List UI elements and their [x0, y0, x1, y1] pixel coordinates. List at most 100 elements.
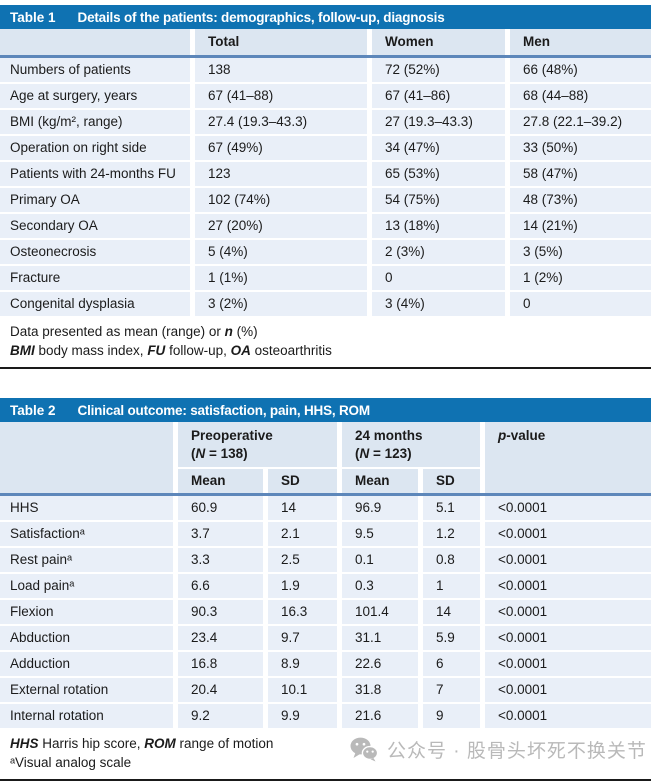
table-cell: 0	[367, 266, 505, 292]
table-row-label: Operation on right side	[0, 136, 190, 162]
table-cell: 16.3	[263, 600, 337, 626]
table-cell: 21.6	[337, 704, 418, 730]
text-segment: osteoarthritis	[250, 343, 332, 358]
text-segment: OA	[230, 343, 251, 358]
table2-header-24months-line2: (N = 123)	[355, 445, 480, 463]
table-row-label: Flexion	[0, 600, 173, 626]
table-row-label: Primary OA	[0, 188, 190, 214]
table2-header-24months: 24 months (N = 123)	[337, 422, 480, 467]
table-cell: 65 (53%)	[367, 162, 505, 188]
table-cell: 9.5	[337, 522, 418, 548]
text-segment: follow-up,	[165, 343, 231, 358]
table2-header-preoperative: Preoperative (N = 138)	[173, 422, 337, 467]
table-cell: 5.9	[418, 626, 480, 652]
table2-subheader-sd1: SD	[263, 467, 337, 493]
table2-footnotes: HHS Harris hip score, ROM range of motio…	[0, 730, 651, 781]
table-cell: 31.8	[337, 678, 418, 704]
table1-footnotes: Data presented as mean (range) or n (%) …	[0, 318, 651, 369]
table-cell: 2.1	[263, 522, 337, 548]
table-row-label: Osteonecrosis	[0, 240, 190, 266]
table-cell: 9	[418, 704, 480, 730]
table1-column-header-row: Total Women Men	[0, 29, 651, 55]
table-cell: 2 (3%)	[367, 240, 505, 266]
table-cell: 23.4	[173, 626, 263, 652]
table-cell: 54 (75%)	[367, 188, 505, 214]
text-segment: Harris hip score,	[38, 736, 145, 751]
table2-header-preoperative-line2: (N = 138)	[191, 445, 337, 463]
table1-title-bar: Table 1 Details of the patients: demogra…	[0, 5, 651, 29]
table-cell: 9.2	[173, 704, 263, 730]
text-segment: FU	[147, 343, 166, 358]
table-cell: 27.8 (22.1–39.2)	[505, 110, 651, 136]
table-cell: 1.9	[263, 574, 337, 600]
text-segment: N	[195, 446, 206, 461]
text-segment: ROM	[144, 736, 176, 751]
table-cell: 9.7	[263, 626, 337, 652]
table-row-label: HHS	[0, 496, 173, 522]
table-cell: 20.4	[173, 678, 263, 704]
table1-tag: Table 1	[10, 9, 56, 25]
table-cell: 3 (2%)	[190, 292, 367, 318]
watermark-text: 公众号 · 股骨头坏死不换关节	[387, 741, 647, 762]
table-cell: 0.8	[418, 548, 480, 574]
table1-body: Numbers of patients 138 72 (52%) 66 (48%) Ag…	[0, 58, 651, 318]
table-cell: 27.4 (19.3–43.3)	[190, 110, 367, 136]
table2-title: Clinical outcome: satisfaction, pain, HH…	[77, 402, 371, 418]
table1-header-women: Women	[367, 29, 505, 55]
table-cell: 60.9	[173, 496, 263, 522]
table-cell: 1 (2%)	[505, 266, 651, 292]
text-segment: (	[191, 446, 196, 461]
table-row-label: Adduction	[0, 652, 173, 678]
table-cell: 67 (49%)	[190, 136, 367, 162]
text-segment: n	[224, 324, 233, 339]
table1-header-empty	[0, 29, 190, 55]
wechat-icon	[350, 737, 378, 762]
text-segment: range of motion	[175, 736, 274, 751]
table-row-label: Numbers of patients	[0, 58, 190, 84]
table-cell: 6	[418, 652, 480, 678]
table2-body: HHS 60.9 14 96.9 5.1 <0.0001 Satisfactionᵃ 3.7 2…	[0, 496, 651, 730]
table-cell: 3.7	[173, 522, 263, 548]
table-cell: <0.0001	[480, 548, 651, 574]
text-segment: BMI	[10, 343, 35, 358]
table-cell: 1.2	[418, 522, 480, 548]
table2-header-rule	[0, 493, 651, 496]
table-cell: 22.6	[337, 652, 418, 678]
table1-header-rule	[0, 55, 651, 58]
table-row-label: Congenital dysplasia	[0, 292, 190, 318]
watermark: 公众号 · 股骨头坏死不换关节	[350, 736, 647, 763]
table-cell: 1	[418, 574, 480, 600]
table-row-label: Rest painᵃ	[0, 548, 173, 574]
table-cell: 72 (52%)	[367, 58, 505, 84]
table1-header-total: Total	[190, 29, 367, 55]
table-cell: 7	[418, 678, 480, 704]
table-cell: 0	[505, 292, 651, 318]
table2-header-empty	[0, 422, 173, 493]
table2-column-header: Preoperative (N = 138) 24 months (N = 12…	[0, 422, 651, 493]
table-cell: 8.9	[263, 652, 337, 678]
table1-title: Details of the patients: demographics, f…	[77, 9, 445, 25]
table-cell: 9.9	[263, 704, 337, 730]
table-cell: 101.4	[337, 600, 418, 626]
table2-header-24months-line1: 24 months	[355, 428, 423, 443]
table-cell: 102 (74%)	[190, 188, 367, 214]
table-cell: 13 (18%)	[367, 214, 505, 240]
table-cell: 27 (19.3–43.3)	[367, 110, 505, 136]
table-cell: 1 (1%)	[190, 266, 367, 292]
table-row-label: Fracture	[0, 266, 190, 292]
table2-subheader-sd2: SD	[418, 467, 480, 493]
table-cell: 58 (47%)	[505, 162, 651, 188]
table2-header-preoperative-line1: Preoperative	[191, 428, 273, 443]
table-cell: 5 (4%)	[190, 240, 367, 266]
text-segment: p	[498, 428, 507, 443]
text-segment: ᵃVisual analog scale	[10, 755, 132, 770]
table-cell: <0.0001	[480, 496, 651, 522]
table-cell: 5.1	[418, 496, 480, 522]
table-cell: 138	[190, 58, 367, 84]
table-cell: 10.1	[263, 678, 337, 704]
table2-tag: Table 2	[10, 402, 56, 418]
table-cell: 3.3	[173, 548, 263, 574]
table-cell: 67 (41–88)	[190, 84, 367, 110]
table2-footnote-1: HHS Harris hip score, ROM range of motio…	[10, 734, 641, 753]
table-cell: <0.0001	[480, 678, 651, 704]
